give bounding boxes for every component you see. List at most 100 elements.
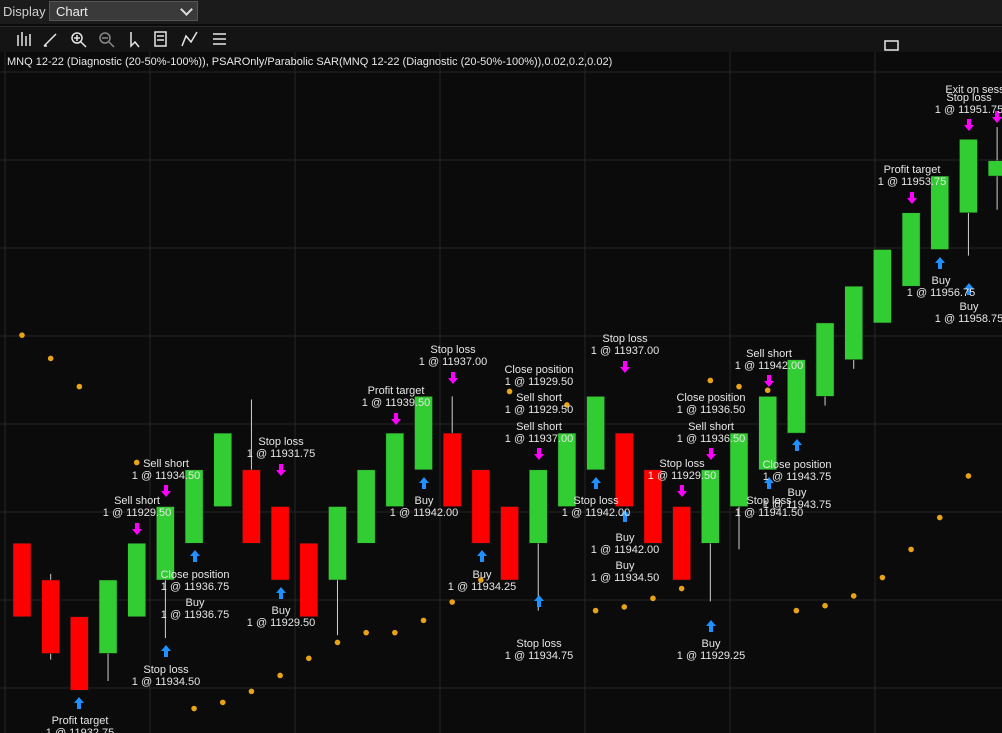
sell-arrow — [534, 448, 544, 460]
candle-body — [987, 160, 1002, 177]
buy-arrow — [74, 697, 84, 709]
annotation-label: Sell short — [746, 348, 792, 360]
annotation-fill: 1 @ 11941.50 — [735, 507, 803, 519]
candle-body — [586, 396, 605, 471]
candle-body — [98, 579, 118, 654]
sell-arrow — [706, 448, 716, 460]
candle-body — [959, 139, 978, 214]
annotation-fill: 1 @ 11929.50 — [505, 404, 573, 416]
annotation-label: Buy — [702, 638, 721, 650]
annotation-fill: 1 @ 11936.75 — [161, 609, 229, 621]
annotation-label: Buy — [616, 560, 635, 572]
candle-body — [41, 579, 60, 654]
indicator-icon[interactable] — [181, 31, 198, 47]
candle-body — [12, 543, 32, 617]
annotation-fill: 1 @ 11929.50 — [648, 470, 716, 482]
psar-dot — [334, 639, 341, 646]
psar-dot — [363, 629, 369, 636]
buy-arrow — [706, 620, 716, 632]
annotation-label: Stop loss — [573, 495, 619, 507]
psar-dot — [277, 672, 283, 679]
psar-dot — [478, 577, 484, 583]
annotation-fill: 1 @ 11929.50 — [247, 617, 315, 629]
display-label: Display — [3, 4, 46, 19]
annotation-label: Stop loss — [143, 664, 189, 676]
annotation-fill: 1 @ 11942.00 — [390, 507, 458, 519]
zoom-out-icon[interactable] — [99, 32, 115, 48]
candle-body — [557, 432, 577, 507]
psar-dot — [822, 602, 828, 609]
pointer-icon[interactable] — [130, 32, 140, 48]
psar-dot — [306, 655, 312, 662]
candle-body — [442, 432, 462, 507]
annotation-label: Exit on sess — [945, 84, 1002, 96]
psar-dot — [191, 705, 197, 712]
candle-body — [672, 506, 691, 581]
bars-icon[interactable] — [17, 32, 31, 46]
annotation-fill: 1 @ 11936.75 — [161, 581, 229, 593]
annotation-label: Sell short — [114, 495, 160, 507]
buy-arrow — [477, 550, 487, 562]
data-box-icon[interactable] — [154, 31, 167, 47]
candle-body — [242, 469, 261, 544]
annotation-label: Stop loss — [602, 333, 648, 345]
buy-arrow — [935, 257, 945, 269]
annotation-label: Profit target — [368, 385, 425, 397]
pencil-icon[interactable] — [43, 33, 57, 47]
annotation-fill: 1 @ 11942.00 — [735, 360, 803, 372]
annotation-label: Sell short — [688, 421, 734, 433]
psar-dot — [793, 607, 800, 614]
annotation-label: Buy — [616, 532, 635, 544]
candle-body — [356, 469, 376, 544]
dropdown-value: Chart — [56, 4, 88, 19]
annotation-fill: 1 @ 11934.75 — [505, 650, 573, 662]
sell-arrow — [907, 192, 917, 204]
psar-dot — [879, 574, 886, 581]
annotation-label: Buy — [415, 495, 434, 507]
sell-arrow — [448, 372, 458, 384]
annotation-label: Stop loss — [516, 638, 562, 650]
psar-dot — [219, 699, 226, 706]
annotation-fill: 1 @ 11943.75 — [763, 499, 831, 511]
toolbar — [0, 26, 1002, 53]
psar-dot — [678, 585, 685, 592]
psar-dot — [248, 688, 255, 695]
candle-body — [414, 396, 433, 471]
display-dropdown[interactable]: Chart — [49, 1, 198, 21]
psar-dot — [392, 629, 398, 636]
annotation-label: Close position — [762, 459, 831, 471]
psar-dot — [592, 607, 599, 614]
annotation-label: Stop loss — [258, 436, 304, 448]
annotation-label: Buy — [186, 597, 205, 609]
annotation-label: Profit target — [52, 715, 109, 727]
annotation-fill: 1 @ 11934.50 — [132, 676, 200, 688]
annotation-label: Stop loss — [946, 92, 992, 104]
sell-arrow — [620, 361, 630, 373]
zoom-in-icon[interactable] — [71, 32, 87, 48]
psar-dot — [736, 383, 742, 390]
candle-body — [844, 285, 863, 360]
buy-arrow — [620, 510, 630, 522]
window-icon[interactable] — [884, 40, 899, 51]
buy-arrow — [964, 283, 974, 295]
annotation-label: Stop loss — [430, 344, 476, 356]
annotation-label: Buy — [473, 569, 492, 581]
list-icon[interactable] — [213, 33, 226, 45]
annotation-label: Stop loss — [746, 495, 792, 507]
candle-body — [815, 322, 835, 397]
annotation-label: Sell short — [516, 421, 562, 433]
annotation-fill: 1 @ 11951.75 — [935, 104, 1002, 116]
candle-body — [643, 469, 663, 544]
annotation-fill: 1 @ 11953.75 — [878, 176, 946, 188]
annotation-label: Buy — [788, 487, 807, 499]
annotation-fill: 1 @ 11942.00 — [562, 507, 630, 519]
sell-arrow — [764, 375, 774, 387]
candle-body — [184, 469, 204, 544]
annotation-label: Buy — [272, 605, 291, 617]
candle-body — [385, 432, 405, 507]
sell-arrow — [964, 119, 974, 131]
candle-body — [930, 175, 950, 250]
psar-dot — [965, 473, 972, 479]
sell-arrow — [992, 111, 1002, 123]
